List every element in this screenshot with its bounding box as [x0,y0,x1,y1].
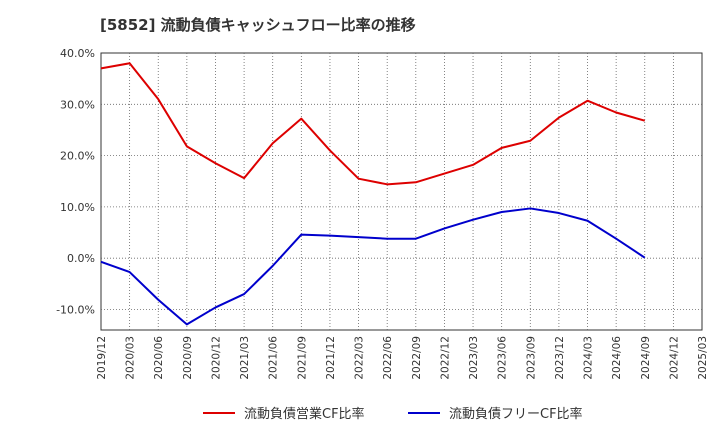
x-tick-label: 2020/03 [125,336,137,380]
x-tick-label: 2021/03 [239,336,251,380]
y-tick-label: 10.0% [60,201,95,214]
x-tick-label: 2022/06 [382,336,394,380]
x-tick-label: 2023/12 [554,336,566,380]
x-tick-label: 2024/09 [640,336,652,380]
x-tick-label: 2023/09 [525,336,537,380]
plot-area [100,52,703,331]
series-line-2 [100,207,646,326]
x-tick-label: 2022/09 [411,336,423,380]
x-tick-label: 2021/06 [268,336,280,380]
x-tick-label: 2020/12 [210,336,222,380]
x-tick-label: 2019/12 [96,336,108,380]
x-tick-label: 2023/06 [497,336,509,380]
x-tick-label: 2021/12 [325,336,337,380]
y-tick-label: -10.0% [56,303,95,316]
chart-title: [5852] 流動負債キャッシュフロー比率の推移 [100,16,416,34]
y-tick-label: 0.0% [67,252,95,265]
x-tick-label: 2022/03 [354,336,366,380]
series-line-1 [100,62,646,186]
y-tick-label: 20.0% [60,150,95,163]
x-tick-label: 2024/12 [668,336,680,380]
legend-label-2: 流動負債フリーCF比率 [449,406,583,422]
x-tick-label: 2021/09 [296,336,308,380]
x-tick-label: 2023/03 [468,336,480,380]
x-tick-label: 2024/03 [583,336,595,380]
x-tick-label: 2020/06 [153,336,165,380]
x-tick-label: 2020/09 [182,336,194,380]
y-tick-label: 30.0% [60,98,95,111]
x-tick-label: 2025/03 [697,336,709,380]
y-tick-label: 40.0% [60,47,95,60]
legend-label-1: 流動負債営業CF比率 [244,406,365,422]
x-tick-label: 2022/12 [439,336,451,380]
x-tick-label: 2024/06 [611,336,623,380]
